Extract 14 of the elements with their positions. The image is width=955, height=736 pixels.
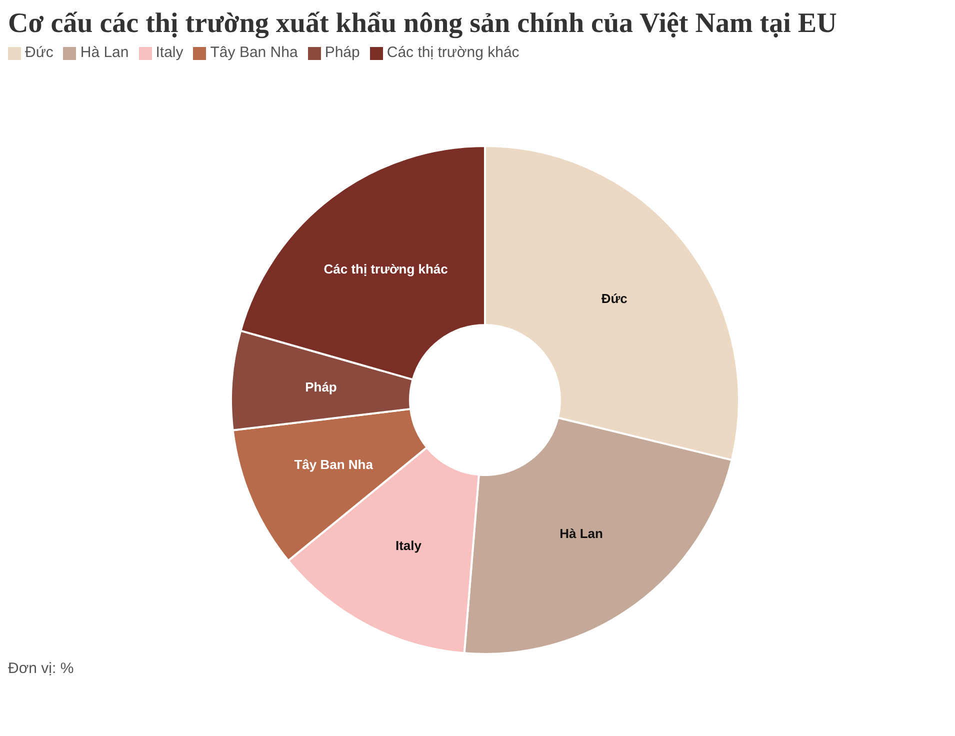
legend-label: Các thị trường khác: [386, 44, 520, 61]
legend-label: Pháp: [324, 44, 360, 61]
chart-title: Cơ cấu các thị trường xuất khẩu nông sản chính của Việt Nam tại EU: [8, 8, 838, 40]
legend-label: Hà Lan: [80, 44, 129, 61]
legend-label: Đức: [25, 44, 54, 61]
slice-label: Hà Lan: [560, 526, 603, 541]
legend-label: Tây Ban Nha: [210, 44, 298, 61]
text: Đơn vị: %: [8, 660, 75, 677]
slice-label: Italy: [395, 538, 422, 554]
slice-label: Tây Ban Nha: [294, 456, 374, 472]
legend-label: Italy: [156, 44, 184, 61]
slice-label: Pháp: [305, 380, 337, 395]
slice-label: Đức: [601, 290, 628, 306]
slice-label: Các thị trường khác: [324, 261, 448, 276]
